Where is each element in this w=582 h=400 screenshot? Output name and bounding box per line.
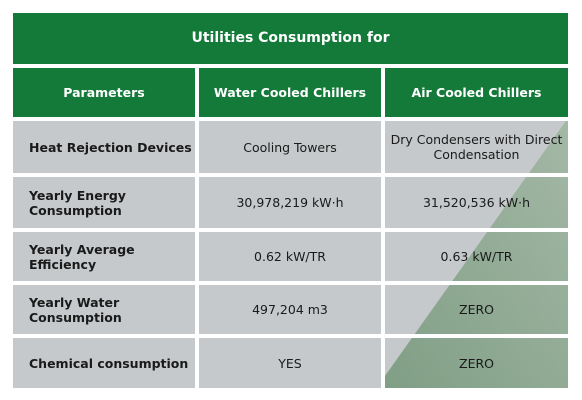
- row-1-water: Cooling Towers: [199, 121, 381, 173]
- row-5-water: YES: [199, 338, 381, 388]
- row-2-parameter: Yearly Energy Consumption: [13, 177, 195, 228]
- row-4-air-text: ZERO: [459, 302, 494, 317]
- row-3-air-text: 0.63 kW/TR: [440, 249, 513, 264]
- row-2-water: 30,978,219 kW·h: [199, 177, 381, 228]
- header-water-cooled: Water Cooled Chillers: [199, 68, 381, 117]
- row-5-air-text: ZERO: [459, 355, 494, 371]
- header-air-cooled: Air Cooled Chillers: [385, 68, 568, 117]
- row-3-parameter: Yearly Average Efficiency: [13, 232, 195, 281]
- row-4-parameter: Yearly Water Consumption: [13, 285, 195, 334]
- row-1-parameter: Heat Rejection Devices: [13, 121, 195, 173]
- row-3-water: 0.62 kW/TR: [199, 232, 381, 281]
- table-title: Utilities Consumption for: [13, 13, 568, 64]
- row-2-air-text: 31,520,536 kW·h: [422, 195, 531, 210]
- header-parameters: Parameters: [13, 68, 195, 117]
- row-5-parameter: Chemical consumption: [13, 338, 195, 388]
- row-4-water: 497,204 m3: [199, 285, 381, 334]
- row-1-air-text: Dry Condensers with Direct Condensation: [390, 132, 563, 162]
